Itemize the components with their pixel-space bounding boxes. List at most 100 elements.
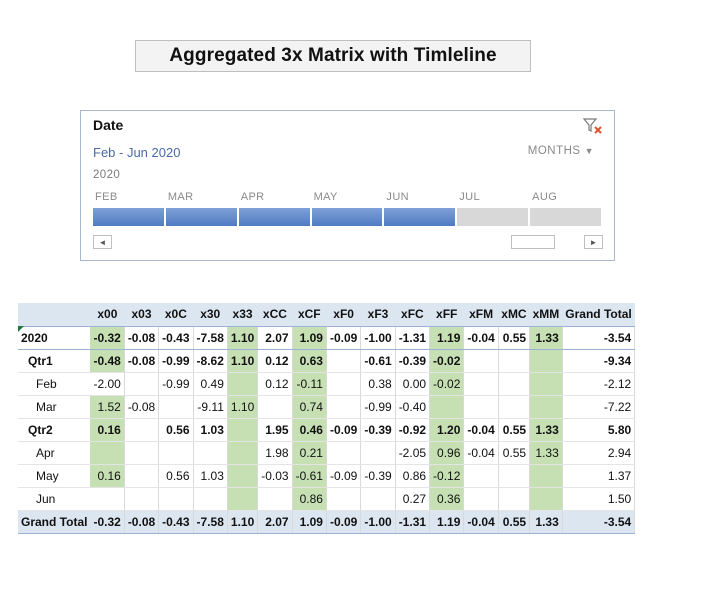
grand-total-cell[interactable]: -0.43	[158, 509, 194, 534]
value-cell[interactable]	[158, 487, 194, 511]
value-cell[interactable]	[124, 441, 160, 465]
grand-total-cell[interactable]: -1.31	[395, 509, 431, 534]
value-cell[interactable]: -0.04	[463, 326, 499, 350]
row-label[interactable]: Feb	[18, 372, 91, 396]
value-cell[interactable]: 1.33	[529, 326, 563, 350]
scroll-left-button[interactable]: ◄	[93, 235, 112, 249]
value-cell[interactable]: 0.56	[158, 464, 194, 488]
value-cell[interactable]	[227, 441, 259, 465]
row-label[interactable]: Qtr2	[18, 418, 91, 442]
value-cell[interactable]: 0.74	[292, 395, 327, 419]
value-cell[interactable]: -0.99	[158, 372, 194, 396]
value-cell[interactable]: 0.49	[193, 372, 228, 396]
value-cell[interactable]	[90, 441, 125, 465]
value-cell[interactable]	[124, 418, 160, 442]
value-cell[interactable]	[193, 441, 228, 465]
value-cell[interactable]: 1.33	[529, 441, 563, 465]
grand-total-cell[interactable]: 1.10	[227, 509, 259, 534]
value-cell[interactable]: 2.07	[257, 326, 293, 350]
grand-total-cell[interactable]: -0.04	[463, 509, 499, 534]
value-cell[interactable]	[90, 487, 125, 511]
value-cell[interactable]	[498, 487, 531, 511]
value-cell[interactable]: -1.00	[360, 326, 396, 350]
value-cell[interactable]	[124, 487, 160, 511]
value-cell[interactable]: 0.63	[292, 349, 327, 373]
value-cell[interactable]	[529, 372, 563, 396]
value-cell[interactable]: -7.22	[562, 395, 636, 419]
value-cell[interactable]: -0.02	[429, 372, 465, 396]
month-bar-mar[interactable]	[165, 208, 239, 226]
value-cell[interactable]: -0.99	[158, 349, 194, 373]
grand-total-cell[interactable]: 2.07	[257, 509, 293, 534]
value-cell[interactable]: -3.54	[562, 326, 636, 350]
value-cell[interactable]: -0.92	[395, 418, 431, 442]
value-cell[interactable]: 1.37	[562, 464, 636, 488]
value-cell[interactable]: 1.95	[257, 418, 293, 442]
value-cell[interactable]: 0.21	[292, 441, 327, 465]
value-cell[interactable]: -0.48	[90, 349, 125, 373]
value-cell[interactable]	[227, 487, 259, 511]
row-label[interactable]: Apr	[18, 441, 91, 465]
value-cell[interactable]	[463, 395, 499, 419]
grand-total-cell[interactable]: -1.00	[360, 509, 396, 534]
value-cell[interactable]: 0.55	[498, 326, 531, 350]
row-label[interactable]: May	[18, 464, 91, 488]
timeline-slicer[interactable]: Date Feb - Jun 2020 MONTHS ▼ 2020 FEB MAR A…	[80, 110, 615, 261]
value-cell[interactable]: 0.12	[257, 349, 293, 373]
scroll-thumb[interactable]	[511, 235, 555, 249]
value-cell[interactable]	[498, 372, 531, 396]
value-cell[interactable]: 1.33	[529, 418, 563, 442]
value-cell[interactable]	[326, 349, 362, 373]
value-cell[interactable]	[257, 487, 293, 511]
value-cell[interactable]: -0.39	[395, 349, 431, 373]
value-cell[interactable]: -0.39	[360, 464, 396, 488]
value-cell[interactable]	[326, 487, 362, 511]
value-cell[interactable]: 0.55	[498, 418, 531, 442]
value-cell[interactable]: -0.09	[326, 418, 362, 442]
value-cell[interactable]: -2.05	[395, 441, 431, 465]
value-cell[interactable]: -9.11	[193, 395, 228, 419]
value-cell[interactable]	[498, 395, 531, 419]
month-bar-jun[interactable]	[384, 208, 458, 226]
grand-total-cell[interactable]: 1.09	[292, 509, 327, 534]
value-cell[interactable]	[227, 418, 259, 442]
value-cell[interactable]	[326, 395, 362, 419]
value-cell[interactable]: 0.86	[395, 464, 431, 488]
month-bar-apr[interactable]	[238, 208, 312, 226]
value-cell[interactable]: 0.00	[395, 372, 431, 396]
value-cell[interactable]: 0.55	[498, 441, 531, 465]
value-cell[interactable]: 1.10	[227, 326, 259, 350]
value-cell[interactable]: -7.58	[193, 326, 228, 350]
value-cell[interactable]	[227, 464, 259, 488]
value-cell[interactable]: -0.43	[158, 326, 194, 350]
value-cell[interactable]: -0.39	[360, 418, 396, 442]
month-bar-may[interactable]	[311, 208, 385, 226]
value-cell[interactable]: -0.08	[124, 326, 160, 350]
grand-total-cell[interactable]: -0.32	[90, 509, 125, 534]
value-cell[interactable]	[429, 395, 465, 419]
value-cell[interactable]: -8.62	[193, 349, 228, 373]
value-cell[interactable]	[463, 487, 499, 511]
value-cell[interactable]: -0.32	[90, 326, 125, 350]
grand-total-cell[interactable]: -0.08	[124, 509, 160, 534]
value-cell[interactable]: -0.40	[395, 395, 431, 419]
scroll-right-button[interactable]: ►	[584, 235, 603, 249]
value-cell[interactable]	[124, 372, 160, 396]
value-cell[interactable]: -0.08	[124, 349, 160, 373]
value-cell[interactable]: 0.46	[292, 418, 327, 442]
value-cell[interactable]: 2.94	[562, 441, 636, 465]
month-bar-feb[interactable]	[93, 208, 166, 226]
value-cell[interactable]: 0.27	[395, 487, 431, 511]
value-cell[interactable]: -0.02	[429, 349, 465, 373]
grand-total-cell[interactable]: -0.09	[326, 509, 362, 534]
row-label[interactable]: Mar	[18, 395, 91, 419]
grand-total-cell[interactable]: 1.19	[429, 509, 465, 534]
value-cell[interactable]: -0.11	[292, 372, 327, 396]
value-cell[interactable]: 1.10	[227, 395, 259, 419]
value-cell[interactable]: 0.36	[429, 487, 465, 511]
value-cell[interactable]: -0.04	[463, 441, 499, 465]
value-cell[interactable]: 1.98	[257, 441, 293, 465]
value-cell[interactable]	[463, 372, 499, 396]
value-cell[interactable]	[529, 487, 563, 511]
value-cell[interactable]	[360, 441, 396, 465]
